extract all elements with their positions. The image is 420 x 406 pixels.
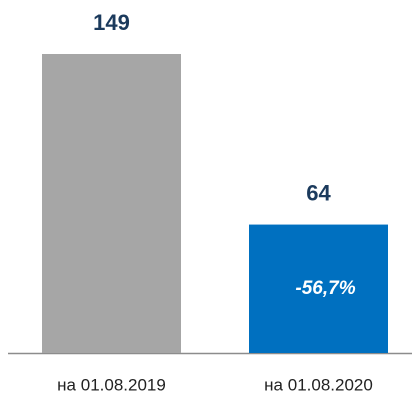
bar — [249, 224, 388, 353]
value-label: 149 — [93, 10, 130, 35]
value-label: 64 — [306, 180, 331, 205]
annotation: -56,7% — [295, 278, 355, 299]
bar — [42, 54, 181, 353]
x-tick-label: на 01.08.2019 — [57, 375, 166, 394]
x-tick-label: на 01.08.2020 — [264, 375, 373, 394]
